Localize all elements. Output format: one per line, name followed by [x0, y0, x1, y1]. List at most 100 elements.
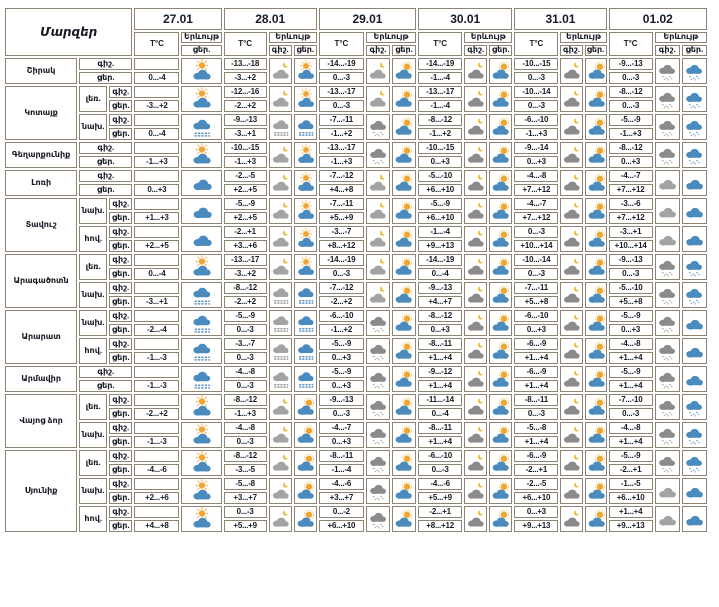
forecast-row: ցեր. 0...-4 -3...+2 0...-3 -1...-4 0...-3 0...…: [5, 72, 707, 84]
cloud-blue-icon: [681, 198, 707, 224]
sun-cloud-icon: [181, 86, 222, 112]
forecast-row: ցեր. -3...+1 -2...+2 -2...+2 +4...+7 +5...+8 +…: [5, 296, 707, 308]
temp-cell: -3...+1: [608, 226, 653, 238]
day-row-label: ցեր.: [109, 240, 133, 252]
sun-cloud-icon: [181, 422, 222, 448]
zone-label: հով.: [79, 338, 108, 364]
temp-cell: -5...-9: [418, 198, 463, 210]
temp-cell: +10...+14: [514, 240, 559, 252]
cloud-sun-icon: [489, 506, 513, 532]
temp-cell: -5...-8: [223, 478, 267, 490]
temp-cell: -9...-13: [418, 282, 463, 294]
temp-cell: +6...+10: [418, 184, 463, 196]
temp-cell: [134, 282, 180, 294]
forecast-row: ցեր. +4...+8 +5...+9 +6...+10 +8...+12 +9...+…: [5, 520, 707, 532]
moon-cloud-icon: [268, 170, 292, 196]
temp-cell: +6...+10: [418, 212, 463, 224]
night-row-label: գիշ.: [79, 170, 133, 182]
moon-cloud-dark-icon: [560, 310, 583, 336]
cloud-sun-icon: [489, 58, 513, 84]
temp-cell: -5...-9: [318, 366, 364, 378]
cloud-sun-icon: [293, 394, 317, 420]
temp-cell: +1...+4: [608, 436, 653, 448]
temperature-header: T°C: [608, 32, 653, 56]
header-row-dates: Մարզեր 27.01 28.01 29.01 30.01 31.01 01.02: [5, 8, 707, 56]
temp-cell: 0...+3: [318, 380, 364, 392]
moon-cloud-icon: [365, 226, 391, 252]
forecast-row: Արարատ նախ. գիշ. -5...-9 -6...-10 -8...-12 -6.…: [5, 310, 707, 364]
temp-cell: -2...-5: [223, 170, 267, 182]
day-subheader: ցեր.: [181, 45, 222, 56]
moon-cloud-icon: [268, 506, 292, 532]
snow-gray-icon: [654, 310, 680, 336]
cloud-sun-icon: [584, 254, 607, 280]
temp-cell: 0...-3: [514, 268, 559, 280]
forecast-row: ցեր. -1...+3 -1...+3 -1...+3 0...+3 0...+3 0..…: [5, 156, 707, 168]
temperature-header: T°C: [514, 32, 559, 56]
moon-cloud-dark-icon: [560, 478, 583, 504]
temp-cell: +1...+4: [514, 436, 559, 448]
night-row-label: գիշ.: [79, 142, 133, 154]
moon-cloud-icon: [268, 142, 292, 168]
temp-cell: +1...+4: [418, 380, 463, 392]
zone-label: նախ.: [79, 282, 108, 308]
temp-cell: -1...-4: [418, 100, 463, 112]
temp-cell: -4...-7: [514, 198, 559, 210]
temp-cell: +5...+9: [418, 492, 463, 504]
night-row-label: գիշ.: [109, 394, 133, 406]
moon-cloud-icon: [365, 170, 391, 196]
snow-gray-icon: [365, 506, 391, 532]
temp-cell: -14...-19: [318, 254, 364, 266]
night-row-label: գիշ.: [109, 198, 133, 210]
date-header: 27.01: [134, 8, 222, 30]
temp-cell: -8...-12: [418, 310, 463, 322]
moon-cloud-dark-icon: [464, 310, 488, 336]
temp-cell: -2...-5: [514, 478, 559, 490]
moon-cloud-icon: [268, 226, 292, 252]
temp-cell: -1...-5: [608, 478, 653, 490]
moon-cloud-icon: [365, 58, 391, 84]
moon-cloud-dark-icon: [464, 366, 488, 392]
temp-cell: -1...-3: [134, 436, 180, 448]
cloud-sun-icon: [293, 506, 317, 532]
cloud-gray-icon: [654, 226, 680, 252]
temp-cell: +10...+14: [608, 240, 653, 252]
temp-cell: -2...+1: [418, 506, 463, 518]
temp-cell: [134, 450, 180, 462]
moon-cloud-dark-icon: [464, 254, 488, 280]
temp-cell: +1...+4: [418, 436, 463, 448]
cloud-sun-icon: [584, 198, 607, 224]
temp-cell: -12...-16: [223, 86, 267, 98]
night-subheader: գիշ.: [560, 45, 583, 56]
temp-cell: [134, 170, 180, 182]
moon-cloud-dark-icon: [464, 142, 488, 168]
moon-cloud-dark-icon: [464, 506, 488, 532]
cloud-sun-icon: [392, 478, 417, 504]
temp-cell: [134, 198, 180, 210]
snow-gray-icon: [654, 450, 680, 476]
date-header: 01.02: [608, 8, 707, 30]
temp-cell: 0...-3: [418, 464, 463, 476]
night-row-label: գիշ.: [109, 310, 133, 322]
temp-cell: +1...+4: [608, 506, 653, 518]
cloud-blue-icon: [681, 226, 707, 252]
temp-cell: +7...+12: [514, 184, 559, 196]
temp-cell: [134, 310, 180, 322]
temp-cell: -1...+3: [134, 156, 180, 168]
temp-cell: -7...-12: [318, 282, 364, 294]
night-subheader: գիշ.: [464, 45, 488, 56]
snow-gray-icon: [365, 394, 391, 420]
temp-cell: -5...-10: [418, 170, 463, 182]
temp-cell: +7...+12: [514, 212, 559, 224]
forecast-page: Մարզեր 27.01 28.01 29.01 30.01 31.01 01.02 T°C Ե…: [5, 8, 707, 532]
forecast-row: նախ. գիշ. -8...-12 -7...-12 -9...-13 -7...-11…: [5, 282, 707, 308]
temperature-header: T°C: [223, 32, 267, 56]
forecast-row: հով. գիշ. -3...-7 -5...-9 -8...-11 -6...-9 -4.…: [5, 338, 707, 364]
cloud-sun-icon: [392, 338, 417, 364]
region-name: Արարատ: [5, 310, 78, 364]
cloud-blue-icon: [681, 478, 707, 504]
temp-cell: +5...+9: [318, 212, 364, 224]
cloud-sun-icon: [293, 478, 317, 504]
forecast-row: ցեր. +1...+3 +2...+5 +5...+9 +6...+10 +7...+1…: [5, 212, 707, 224]
cloud-gray-icon: [654, 506, 680, 532]
